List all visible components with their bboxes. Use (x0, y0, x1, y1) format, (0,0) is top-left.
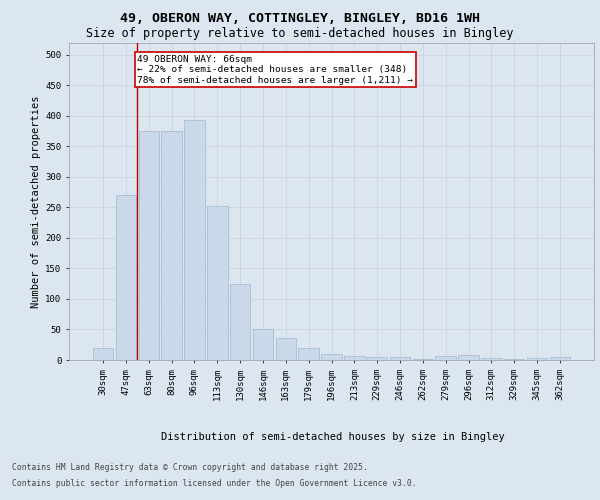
Bar (390, 357, 410, 360)
Y-axis label: Number of semi-detached properties: Number of semi-detached properties (31, 95, 41, 308)
Bar (550, 357, 570, 360)
Bar (344, 356, 365, 360)
Bar (253, 330, 273, 360)
Bar (436, 356, 456, 360)
Text: Distribution of semi-detached houses by size in Bingley: Distribution of semi-detached houses by … (161, 432, 505, 442)
Text: Size of property relative to semi-detached houses in Bingley: Size of property relative to semi-detach… (86, 28, 514, 40)
Text: Contains HM Land Registry data © Crown copyright and database right 2025.: Contains HM Land Registry data © Crown c… (12, 464, 368, 472)
Bar (207, 206, 227, 360)
Bar (230, 284, 250, 360)
Bar (184, 120, 205, 360)
Text: 49 OBERON WAY: 66sqm
← 22% of semi-detached houses are smaller (348)
78% of semi: 49 OBERON WAY: 66sqm ← 22% of semi-detac… (137, 54, 413, 84)
Bar (504, 359, 524, 360)
Text: 49, OBERON WAY, COTTINGLEY, BINGLEY, BD16 1WH: 49, OBERON WAY, COTTINGLEY, BINGLEY, BD1… (120, 12, 480, 26)
Bar (298, 348, 319, 360)
Bar (321, 354, 342, 360)
Bar (413, 359, 433, 360)
Bar (116, 195, 136, 360)
Bar (527, 358, 547, 360)
Bar (367, 357, 388, 360)
Text: Contains public sector information licensed under the Open Government Licence v3: Contains public sector information licen… (12, 478, 416, 488)
Bar (481, 358, 502, 360)
Bar (161, 131, 182, 360)
Bar (275, 338, 296, 360)
Bar (458, 355, 479, 360)
Bar (93, 348, 113, 360)
Bar (139, 131, 159, 360)
